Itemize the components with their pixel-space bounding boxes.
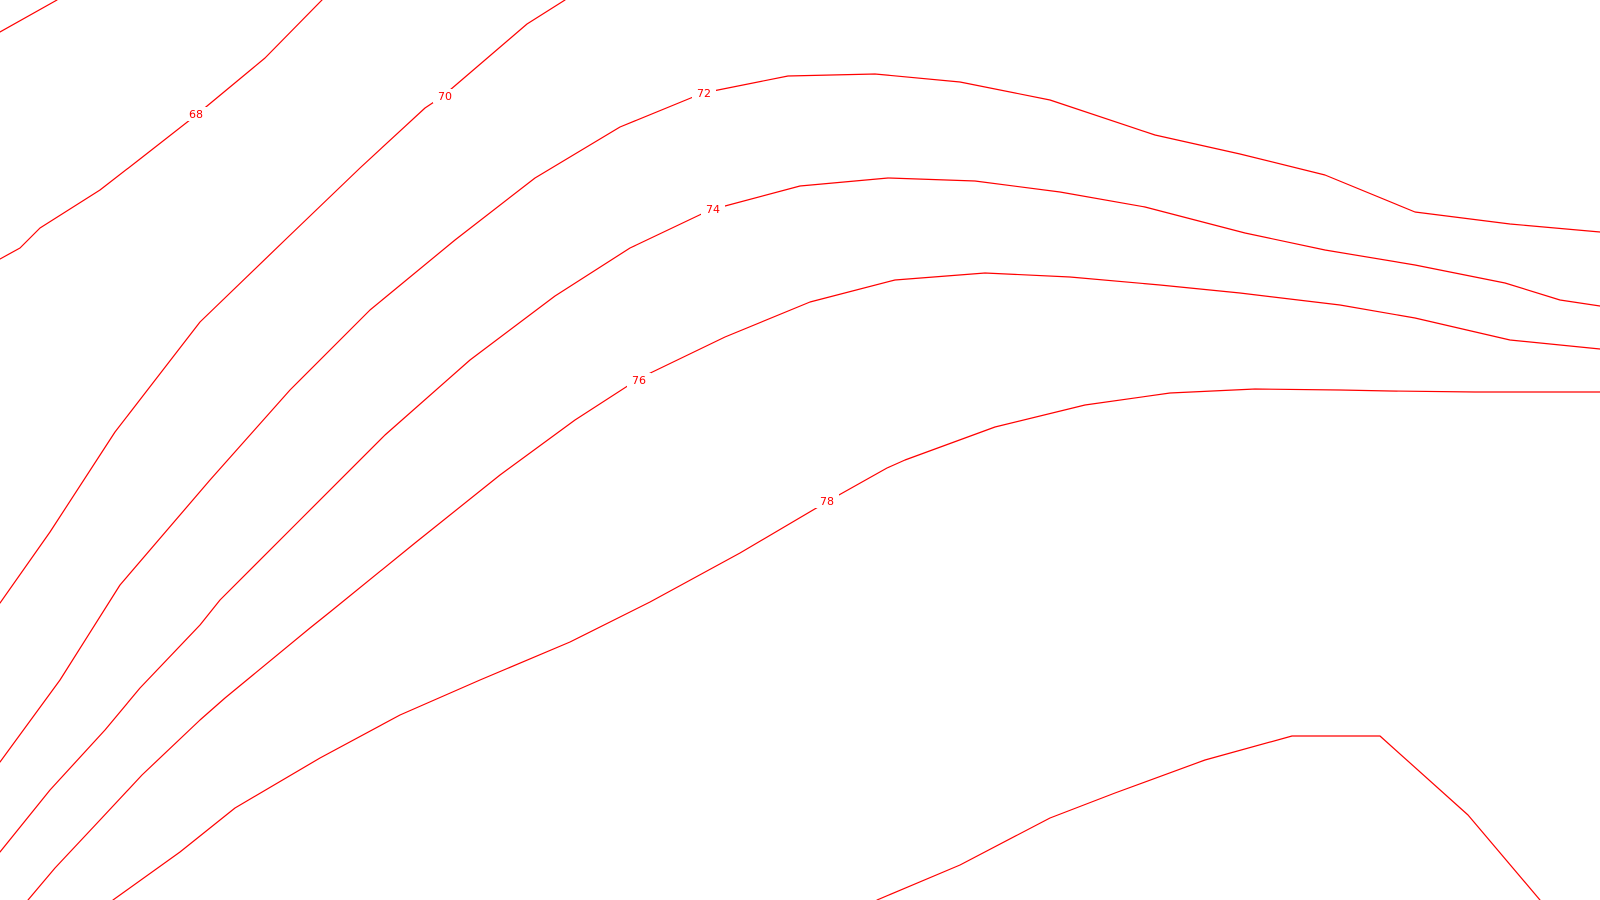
contour-label-bg-70 [433,89,457,103]
contour-label-74: 74 [706,203,720,216]
contour-label-76: 76 [632,374,646,387]
contour-72: 72 [0,73,1600,763]
contour-label-bg-78 [815,494,839,508]
contour-line-72 [0,73,1600,763]
contour-line-partial-top-left [0,0,58,33]
contour-76: 76 [27,272,1600,900]
contour-label-bg-74 [701,202,725,216]
contour-74: 74 [0,177,1600,853]
contour-label-bg-72 [692,86,716,100]
contour-label-bg-68 [184,107,208,121]
contour-line-78 [112,388,1600,900]
contour-68: 68 [0,0,323,260]
contour-label-70: 70 [438,90,452,103]
contour-78: 78 [112,388,1600,900]
contour-label-78: 78 [820,495,834,508]
contour-line-70 [0,0,566,604]
contour-label-bg-76 [627,373,651,387]
contour-label-68: 68 [189,108,203,121]
contour-line-partial-bottom-right [876,735,1541,900]
contour-line-68 [0,0,323,260]
contour-70: 70 [0,0,566,604]
contour-label-72: 72 [697,87,711,100]
